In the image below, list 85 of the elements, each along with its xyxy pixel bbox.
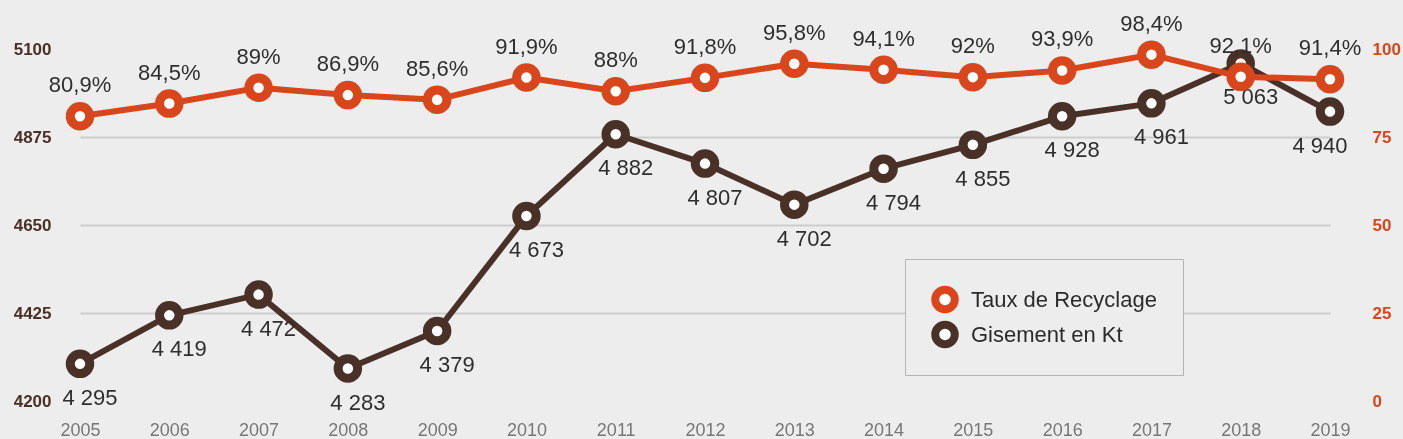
point (422, 316, 452, 346)
data-label: 92,1% (1209, 32, 1272, 58)
y-tick-label: 4650 (13, 215, 52, 235)
data-label: 5 063 (1223, 84, 1279, 110)
data-label: 84,5% (138, 59, 201, 85)
x-tick-label: 2011 (596, 419, 636, 439)
point (780, 49, 809, 79)
x-tick-label: 2008 (328, 419, 369, 439)
data-label: 91,8% (673, 33, 737, 59)
point (869, 55, 898, 84)
point (1137, 89, 1166, 118)
data-label: 4 295 (62, 384, 118, 410)
point (690, 149, 720, 178)
y2-tick-label: 100 (1372, 39, 1401, 59)
point (690, 63, 720, 93)
data-label: 4 283 (330, 389, 386, 415)
point (1315, 65, 1345, 94)
point (601, 120, 630, 149)
y-tick-label: 4425 (13, 303, 52, 323)
x-tick-label: 2019 (1310, 419, 1351, 439)
data-label: 95,8% (763, 19, 826, 45)
x-tick-label: 2007 (239, 419, 280, 439)
legend-label: Gisement en Kt (971, 321, 1123, 347)
point (958, 62, 988, 92)
point (512, 201, 541, 231)
x-tick-label: 2014 (864, 419, 905, 439)
point (1315, 97, 1345, 126)
data-label: 80,9% (48, 72, 112, 98)
data-label: 4 928 (1044, 137, 1100, 163)
x-tick-label: 2013 (774, 419, 815, 439)
point (1047, 56, 1077, 85)
point (1137, 40, 1166, 69)
point (780, 190, 809, 219)
x-tick-label: 2006 (149, 419, 190, 439)
data-label: 4 961 (1133, 124, 1189, 150)
x-tick-label: 2018 (1221, 419, 1262, 439)
x-tick-label: 2017 (1131, 419, 1172, 439)
point (155, 89, 184, 118)
point (244, 280, 273, 309)
x-tick-label: 2015 (953, 419, 994, 439)
y2-tick-label: 0 (1372, 391, 1382, 411)
point (958, 130, 988, 160)
y-tick-label: 5100 (13, 39, 52, 59)
data-label: 4 419 (151, 336, 207, 362)
point (869, 154, 898, 183)
data-label: 4 807 (687, 184, 743, 210)
data-label: 4 379 (419, 351, 475, 377)
x-tick-label: 2016 (1042, 419, 1083, 439)
x-tick-label: 2012 (685, 419, 726, 439)
data-label: 94,1% (852, 25, 915, 51)
data-label: 86,9% (316, 51, 380, 77)
point (422, 85, 452, 114)
y-tick-label: 4200 (13, 391, 52, 411)
data-label: 91,9% (495, 33, 558, 59)
x-tick-label: 2009 (417, 419, 458, 439)
y2-tick-label: 25 (1372, 303, 1392, 323)
data-label: 89% (236, 43, 281, 69)
y2-tick-label: 75 (1372, 127, 1392, 147)
data-label: 93,9% (1030, 26, 1094, 52)
data-label: 4 940 (1292, 132, 1348, 158)
x-tick-label: 2005 (60, 419, 101, 439)
data-label: 4 702 (776, 225, 832, 251)
data-label: 92% (950, 33, 995, 59)
point (244, 73, 273, 102)
point (601, 77, 630, 106)
point (155, 301, 184, 330)
legend-label: Taux de Recyclage (971, 286, 1157, 312)
data-label: 85,6% (405, 55, 469, 81)
data-label: 4 472 (241, 315, 297, 341)
point (333, 80, 363, 110)
point (1047, 102, 1077, 131)
x-tick-label: 2010 (506, 419, 547, 439)
point (512, 63, 541, 92)
data-label: 88% (593, 47, 638, 73)
point (65, 349, 95, 379)
point (333, 354, 363, 383)
data-label: 98,4% (1120, 10, 1183, 36)
y-tick-label: 4875 (13, 127, 52, 147)
data-label: 4 794 (866, 189, 922, 215)
data-label: 4 673 (508, 237, 564, 262)
data-label: 4 882 (598, 155, 654, 181)
point (65, 102, 95, 131)
y2-tick-label: 50 (1372, 215, 1392, 235)
data-label: 4 855 (955, 165, 1011, 191)
data-label: 91,4% (1298, 35, 1362, 61)
